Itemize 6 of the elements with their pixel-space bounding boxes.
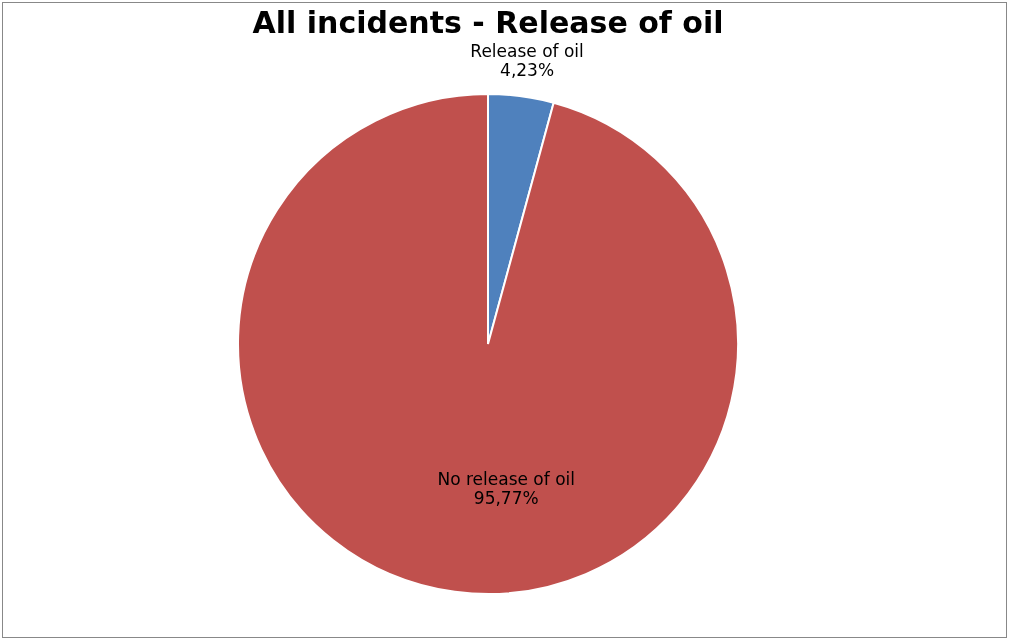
pie-slice (237, 93, 739, 595)
slice-label: Release of oil (470, 40, 584, 61)
slice-label: No release of oil (437, 469, 575, 490)
data-label: 4,23% (500, 59, 555, 80)
chart-title: All incidents - Release of oil (252, 4, 724, 40)
data-label: 95,77% (473, 488, 539, 509)
